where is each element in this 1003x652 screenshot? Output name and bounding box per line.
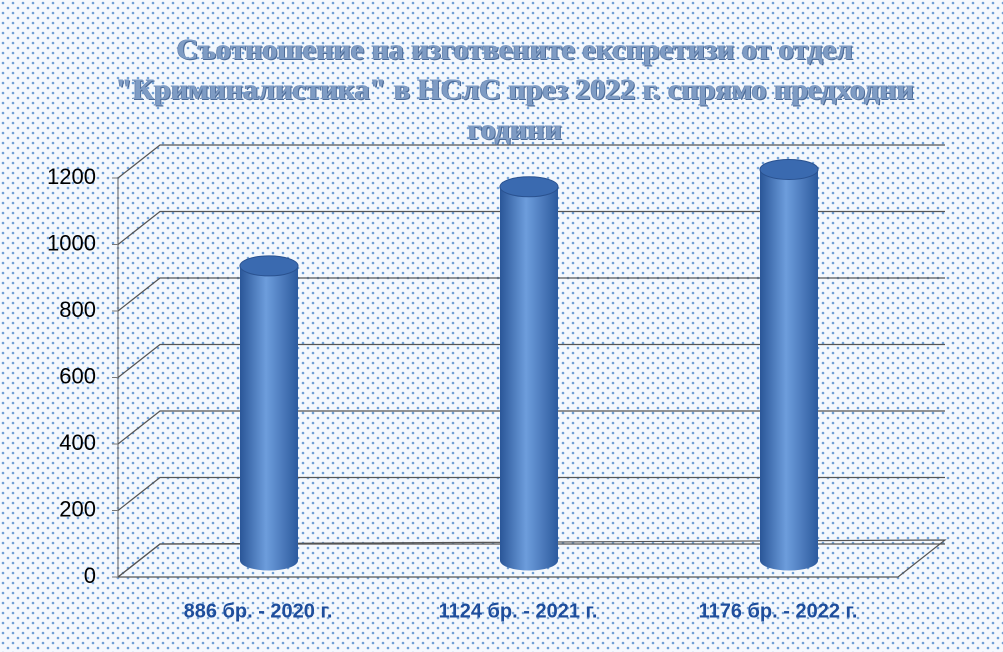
grid-line — [117, 543, 945, 578]
cylinder-body — [240, 265, 298, 571]
x-tick-label: 1176 бр. - 2022 г. — [699, 600, 858, 622]
y-tick-label: 800 — [59, 297, 96, 322]
y-tick-label: 1000 — [47, 230, 96, 255]
bar — [239, 255, 299, 571]
cylinder-top — [499, 176, 559, 198]
cylinder-body — [760, 169, 818, 571]
bar — [499, 176, 559, 571]
x-tick-label: 886 бр. - 2020 г. — [184, 600, 333, 622]
bar — [759, 158, 819, 571]
grid-line — [117, 277, 945, 312]
y-tick-label: 0 — [84, 563, 96, 588]
cylinder-top — [759, 158, 819, 180]
cylinder-top — [239, 255, 299, 277]
grid-line — [117, 410, 945, 445]
y-tick-label: 1200 — [47, 164, 96, 189]
grid-line — [117, 144, 945, 179]
y-tick-label: 200 — [59, 496, 96, 521]
y-tick-label: 600 — [59, 363, 96, 388]
x-tick-label: 1124 бр. - 2021 г. — [439, 600, 598, 622]
chart-title: Съотношение на изготвените експретизи от… — [115, 33, 915, 146]
cylinder-body — [500, 186, 558, 571]
y-tick-label: 400 — [59, 430, 96, 455]
grid-line — [117, 343, 945, 378]
grid-line — [117, 210, 945, 245]
grid-line — [117, 476, 945, 511]
